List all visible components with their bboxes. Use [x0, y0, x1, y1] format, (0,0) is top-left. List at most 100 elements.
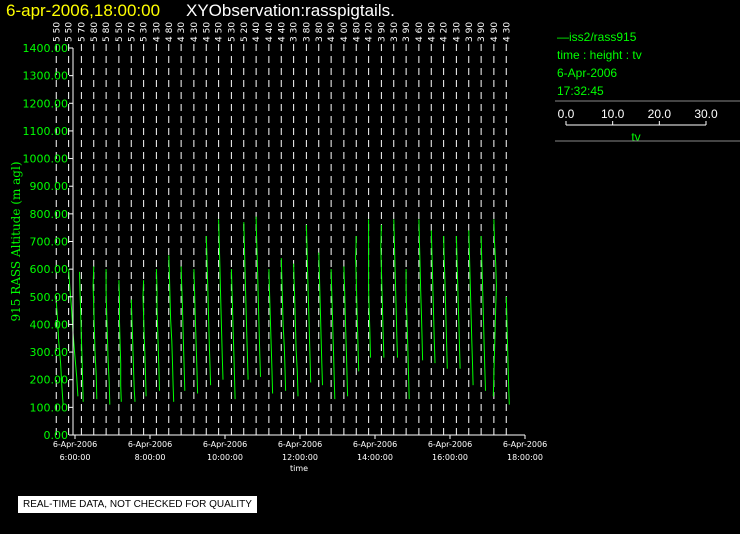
profile-time-label: 3 90	[477, 22, 487, 42]
profile-line	[205, 235, 212, 386]
profile-line	[55, 302, 64, 405]
profile-line	[443, 235, 448, 369]
profile-time-label: 4 30	[190, 22, 200, 42]
profile-line	[193, 269, 199, 394]
y-tick-label: 600.00	[30, 263, 69, 276]
profile-line	[480, 235, 486, 391]
profile-line	[330, 269, 336, 400]
profile-series	[55, 216, 510, 405]
y-tick-label: 1300.00	[23, 70, 69, 83]
profile-time-label: 4 60	[415, 22, 425, 42]
profile-time-label: 4 80	[165, 22, 175, 42]
profile-line	[118, 280, 122, 402]
legend-time: 17:32:45	[557, 84, 604, 98]
profile-line	[255, 216, 261, 377]
y-tick-label: 1400.00	[23, 42, 69, 55]
x-tick-time: 12:00:00	[282, 453, 318, 462]
profile-time-label: 5 70	[77, 22, 87, 42]
y-axis-label: 915 RASS Altitude (m agl)	[9, 161, 23, 321]
profile-time-label: 5 80	[102, 22, 112, 42]
tick-labels: 0.00 100.00 200.00 300.00 400.00 500.00 600.00…	[9, 22, 547, 473]
tv-scale: 0.0 10.0 20.0 30.0 tv	[555, 100, 740, 144]
profile-line	[218, 219, 224, 380]
profile-time-label: 4 80	[352, 22, 362, 42]
profile-time-label: 4 20	[365, 22, 375, 42]
y-tick-label: 1100.00	[23, 125, 69, 138]
x-tick-time: 8:00:00	[135, 453, 166, 462]
profile-line	[368, 219, 371, 358]
profile-time-label: 5 50	[52, 22, 62, 42]
profile-time-label: 4 30	[177, 22, 187, 42]
profile-line	[293, 263, 299, 397]
y-tick-label: 200.00	[30, 374, 69, 387]
profile-line	[180, 266, 186, 391]
profile-line	[405, 269, 410, 400]
tv-scale-label: 0.0	[558, 107, 575, 121]
profile-time-label: 4 30	[502, 22, 512, 42]
profile-time-label: 4 90	[427, 22, 437, 42]
profile-time-label: 4 90	[327, 22, 337, 42]
profile-time-label: 3 50	[390, 22, 400, 42]
quality-disclaimer: REAL-TIME DATA, NOT CHECKED FOR QUALITY	[18, 496, 257, 513]
profile-time-label: 3 80	[315, 22, 325, 42]
profile-time-label: 4 40	[252, 22, 262, 42]
profile-line	[343, 266, 349, 397]
tv-scale-caption: tv	[631, 130, 640, 144]
x-tick-date: 6-Apr-2006	[428, 440, 472, 449]
x-tick-date: 6-Apr-2006	[353, 440, 397, 449]
x-tick-date: 6-Apr-2006	[128, 440, 172, 449]
legend-date: 6-Apr-2006	[557, 66, 618, 80]
profile-time-label: 3 90	[402, 22, 412, 42]
profile-line	[318, 252, 323, 386]
y-tick-label: 1000.00	[23, 153, 69, 166]
x-tick-date: 6-Apr-2006	[53, 440, 97, 449]
profile-time-label: 4 20	[440, 22, 450, 42]
profile-line	[305, 224, 312, 383]
profile-line	[492, 219, 497, 397]
profile-line	[142, 280, 147, 397]
profile-time-label: 3 30	[290, 22, 300, 42]
profile-line	[430, 230, 436, 364]
profile-time-label: 4 90	[490, 22, 500, 42]
profile-time-label: 5 50	[115, 22, 125, 42]
profile-time-label: 4 50	[215, 22, 225, 42]
profile-line	[380, 224, 385, 358]
profile-line	[243, 222, 249, 380]
tv-scale-label: 20.0	[648, 107, 672, 121]
y-tick-label: 100.00	[30, 401, 69, 414]
profile-line	[105, 269, 111, 405]
x-tick-date: 6-Apr-2006	[278, 440, 322, 449]
tv-scale-label: 10.0	[601, 107, 625, 121]
profile-line	[230, 269, 236, 400]
x-tick-time: 10:00:00	[207, 453, 243, 462]
profile-line	[168, 255, 175, 402]
x-axis-label: time	[290, 464, 308, 473]
profile-time-label: 5 30	[140, 22, 150, 42]
chart-date-title: 6-apr-2006,18:00:00	[6, 1, 161, 20]
x-tick-date: 6-Apr-2006	[503, 440, 547, 449]
y-tick-label: 500.00	[30, 291, 69, 304]
profile-time-label: 3 90	[465, 22, 475, 42]
profile-time-label: 3 80	[302, 22, 312, 42]
y-tick-label: 900.00	[30, 180, 69, 193]
y-tick-label: 400.00	[30, 318, 69, 331]
y-tick-label: 0.00	[44, 429, 69, 442]
y-tick-label: 700.00	[30, 236, 69, 249]
y-tick-label: 1200.00	[23, 97, 69, 110]
profile-line	[155, 269, 160, 391]
x-tick-time: 16:00:00	[432, 453, 468, 462]
profile-time-label: 5 80	[90, 22, 100, 42]
profile-line	[355, 235, 360, 372]
y-tick-label: 800.00	[30, 208, 69, 221]
profile-time-label: 4 50	[202, 22, 212, 42]
y-tick-label: 300.00	[30, 346, 69, 359]
vertical-grid	[55, 44, 507, 435]
profile-time-label: 4 40	[277, 22, 287, 42]
profile-line	[468, 230, 474, 386]
profile-time-label: 5 70	[127, 22, 137, 42]
profile-time-label: 4 30	[152, 22, 162, 42]
x-tick-date: 6-Apr-2006	[203, 440, 247, 449]
profile-line	[393, 219, 398, 358]
x-tick-time: 14:00:00	[357, 453, 393, 462]
